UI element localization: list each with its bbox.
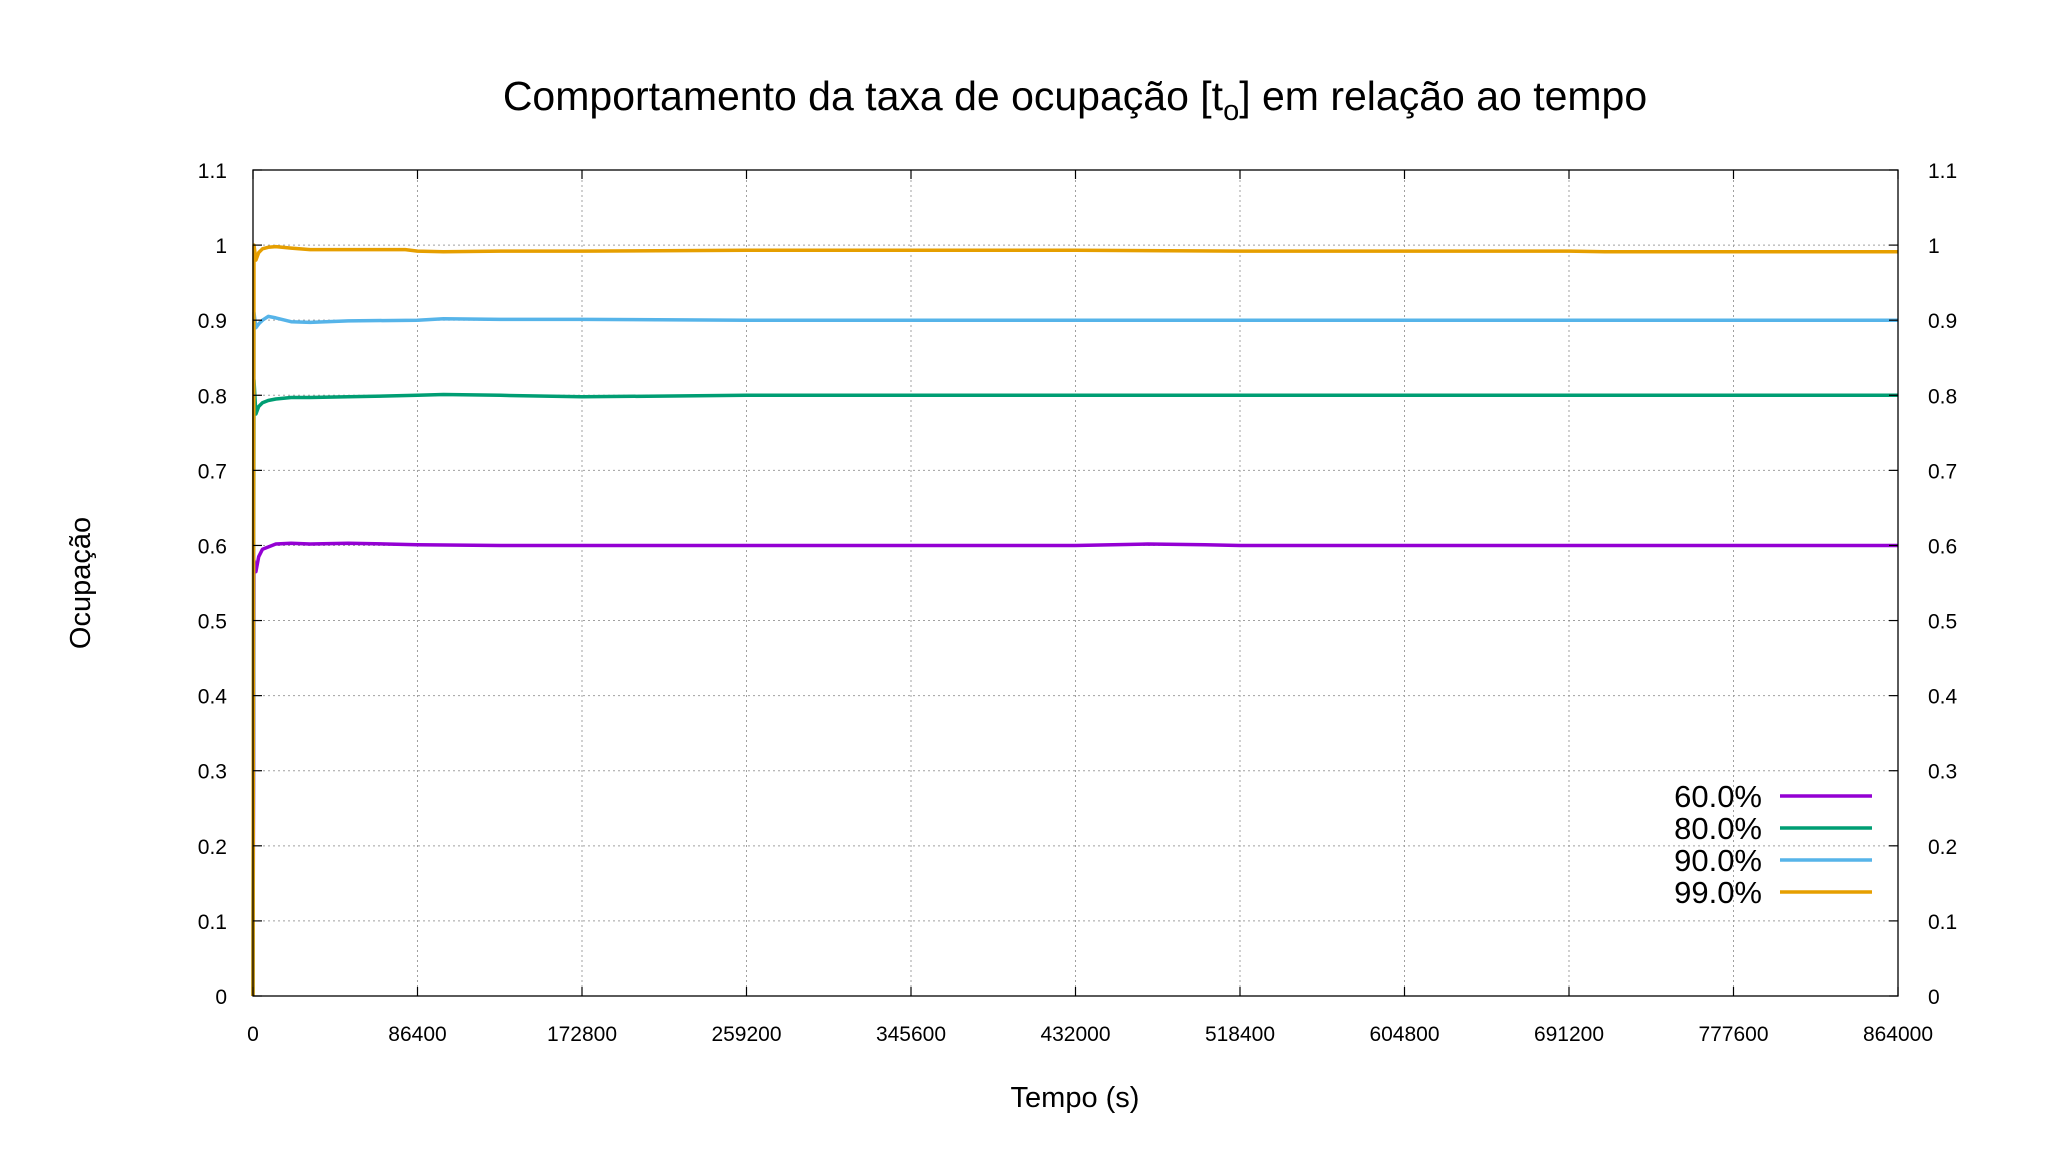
y-tick-label-left: 0	[215, 986, 227, 1009]
chart-title-main: Comportamento da taxa de ocupação [t	[503, 73, 1224, 119]
y-tick-label-right: 1	[1928, 235, 1940, 258]
x-tick-label: 259200	[711, 1023, 781, 1046]
legend-label: 60.0%	[1674, 779, 1762, 814]
chart-title-subscript: o	[1223, 95, 1239, 127]
x-tick-label: 604800	[1369, 1023, 1439, 1046]
y-tick-label-right: 0.2	[1928, 836, 1957, 859]
series-line	[251, 243, 1898, 997]
x-tick-label: 172800	[547, 1023, 617, 1046]
y-tick-label-right: 0.9	[1928, 310, 1957, 333]
y-tick-label-left: 0.1	[198, 911, 227, 934]
x-tick-label: 864000	[1863, 1023, 1933, 1046]
series-line	[251, 541, 1898, 997]
y-tick-label-right: 0.8	[1928, 385, 1957, 408]
y-tick-label-right: 0	[1928, 986, 1940, 1009]
y-tick-label-right: 0.1	[1928, 911, 1957, 934]
legend-label: 99.0%	[1674, 875, 1762, 910]
legend-label: 90.0%	[1674, 843, 1762, 878]
x-tick-label: 777600	[1698, 1023, 1768, 1046]
chart-title: Comportamento da taxa de ocupação [to] e…	[503, 73, 1647, 127]
y-tick-label-left: 0.6	[198, 535, 227, 558]
y-tick-label-right: 0.5	[1928, 611, 1957, 634]
series-line	[251, 378, 1898, 997]
y-tick-label-left: 0.4	[198, 686, 228, 709]
x-tick-label: 345600	[876, 1023, 946, 1046]
y-tick-label-left: 0.9	[198, 310, 227, 333]
y-tick-label-left: 0.2	[198, 836, 227, 859]
tick-labels: 0 86400 172800 259200 345600 432000 518400 6048…	[198, 160, 1958, 1046]
legend: 60.0%80.0%90.0%99.0%	[1674, 779, 1872, 910]
series-line	[251, 310, 1898, 997]
y-tick-label-right: 1.1	[1928, 160, 1957, 183]
y-tick-label-right: 0.6	[1928, 535, 1957, 558]
legend-label: 80.0%	[1674, 811, 1762, 846]
y-tick-label-left: 0.3	[198, 761, 227, 784]
y-tick-label-left: 1.1	[198, 160, 227, 183]
ticks	[252, 169, 1899, 997]
y-tick-label-right: 0.7	[1928, 460, 1957, 483]
x-tick-label: 518400	[1205, 1023, 1275, 1046]
y-axis-label: Ocupação	[65, 517, 97, 649]
y-tick-label-left: 1	[215, 235, 227, 258]
x-tick-label: 0	[247, 1023, 259, 1046]
x-axis-label: Tempo (s)	[1011, 1082, 1140, 1114]
x-tick-label: 432000	[1040, 1023, 1110, 1046]
chart-title-end: ] em relação ao tempo	[1239, 73, 1647, 119]
x-tick-label: 691200	[1534, 1023, 1604, 1046]
y-tick-label-left: 0.5	[198, 611, 227, 634]
y-tick-label-left: 0.7	[198, 460, 227, 483]
series-layer	[251, 243, 1898, 997]
x-tick-label: 86400	[388, 1023, 446, 1046]
y-tick-label-left: 0.8	[198, 385, 227, 408]
y-tick-label-right: 0.3	[1928, 761, 1957, 784]
y-tick-label-right: 0.4	[1928, 686, 1958, 709]
